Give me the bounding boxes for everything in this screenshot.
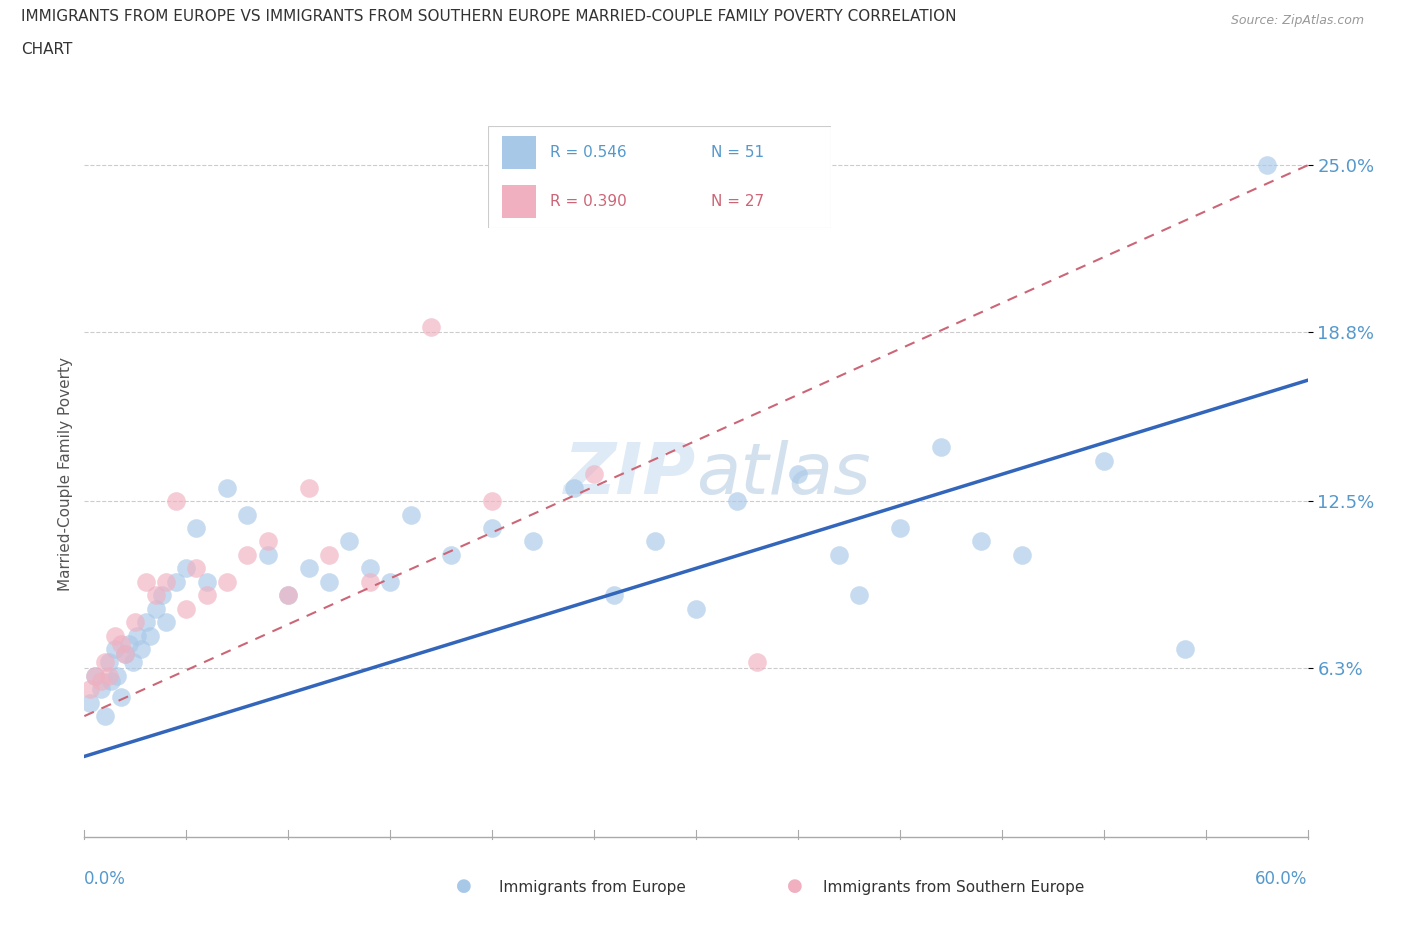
Point (186, 561, 208, 576)
Point (93, 709, 115, 724)
Point (83, 669, 105, 684)
Point (440, 548, 463, 563)
Text: Immigrants from Europe: Immigrants from Europe (499, 880, 686, 895)
Point (93, 655, 115, 670)
Point (380, 575, 402, 590)
Point (90, 682, 112, 697)
Point (787, 467, 810, 482)
Text: CHART: CHART (21, 42, 73, 57)
Point (1092, 454, 1115, 469)
Point (110, 690, 132, 705)
Point (359, 561, 381, 576)
Point (522, 534, 544, 549)
Text: atlas: atlas (696, 440, 870, 509)
Point (110, 636, 132, 651)
Text: 0.0%: 0.0% (84, 870, 127, 887)
Point (118, 636, 141, 651)
Point (582, 467, 605, 482)
Point (155, 575, 177, 590)
Point (217, 575, 239, 590)
Point (97, 669, 120, 684)
Point (217, 480, 239, 495)
Point (827, 548, 849, 563)
Point (889, 521, 911, 536)
Point (145, 588, 167, 603)
Point (127, 628, 149, 643)
Point (420, 319, 443, 334)
Point (145, 601, 167, 616)
Text: 0.0%: 0.0% (591, 892, 593, 893)
Point (236, 548, 259, 563)
Point (318, 548, 340, 563)
Point (104, 642, 127, 657)
Point (135, 615, 157, 630)
Point (79, 682, 101, 697)
Point (359, 575, 381, 590)
Point (685, 601, 707, 616)
Point (745, 655, 768, 670)
Point (339, 534, 360, 549)
Text: 60.0%: 60.0% (1256, 870, 1308, 887)
Point (83, 669, 105, 684)
Point (929, 440, 952, 455)
Point (236, 507, 259, 522)
Point (257, 548, 280, 563)
Text: Immigrants from Southern Europe: Immigrants from Southern Europe (823, 880, 1084, 895)
Point (298, 480, 321, 495)
Point (298, 561, 321, 576)
Point (970, 534, 993, 549)
Point (79, 696, 101, 711)
Point (186, 521, 208, 536)
Text: ZIP: ZIP (564, 440, 696, 509)
Text: IMMIGRANTS FROM EUROPE VS IMMIGRANTS FROM SOUTHERN EUROPE MARRIED-COUPLE FAMILY : IMMIGRANTS FROM EUROPE VS IMMIGRANTS FRO… (21, 9, 956, 24)
Point (318, 575, 340, 590)
Point (135, 575, 157, 590)
Point (195, 588, 218, 603)
Point (150, 588, 173, 603)
Point (165, 494, 187, 509)
Point (105, 669, 128, 684)
Point (1011, 548, 1033, 563)
Y-axis label: Married-Couple Family Poverty: Married-Couple Family Poverty (58, 357, 73, 591)
Point (1256, 158, 1278, 173)
Point (481, 494, 503, 509)
Point (725, 494, 748, 509)
Point (100, 673, 122, 688)
Text: ●: ● (456, 877, 472, 895)
Point (122, 655, 145, 670)
Point (97, 655, 120, 670)
Text: ●: ● (786, 877, 803, 895)
Point (277, 588, 299, 603)
Text: Source: ZipAtlas.com: Source: ZipAtlas.com (1230, 14, 1364, 27)
Point (174, 601, 197, 616)
Point (562, 480, 585, 495)
Point (124, 615, 146, 630)
Point (481, 521, 503, 536)
Point (131, 642, 153, 657)
Point (104, 628, 127, 643)
Point (603, 588, 626, 603)
Point (644, 534, 666, 549)
Point (114, 647, 136, 662)
Point (165, 575, 187, 590)
Point (1174, 642, 1197, 657)
Point (155, 615, 177, 630)
Point (138, 628, 160, 643)
Point (174, 561, 197, 576)
Point (114, 647, 136, 662)
Point (277, 588, 299, 603)
Point (257, 534, 280, 549)
Point (195, 575, 218, 590)
Point (90, 673, 112, 688)
Point (399, 507, 422, 522)
Point (848, 588, 870, 603)
